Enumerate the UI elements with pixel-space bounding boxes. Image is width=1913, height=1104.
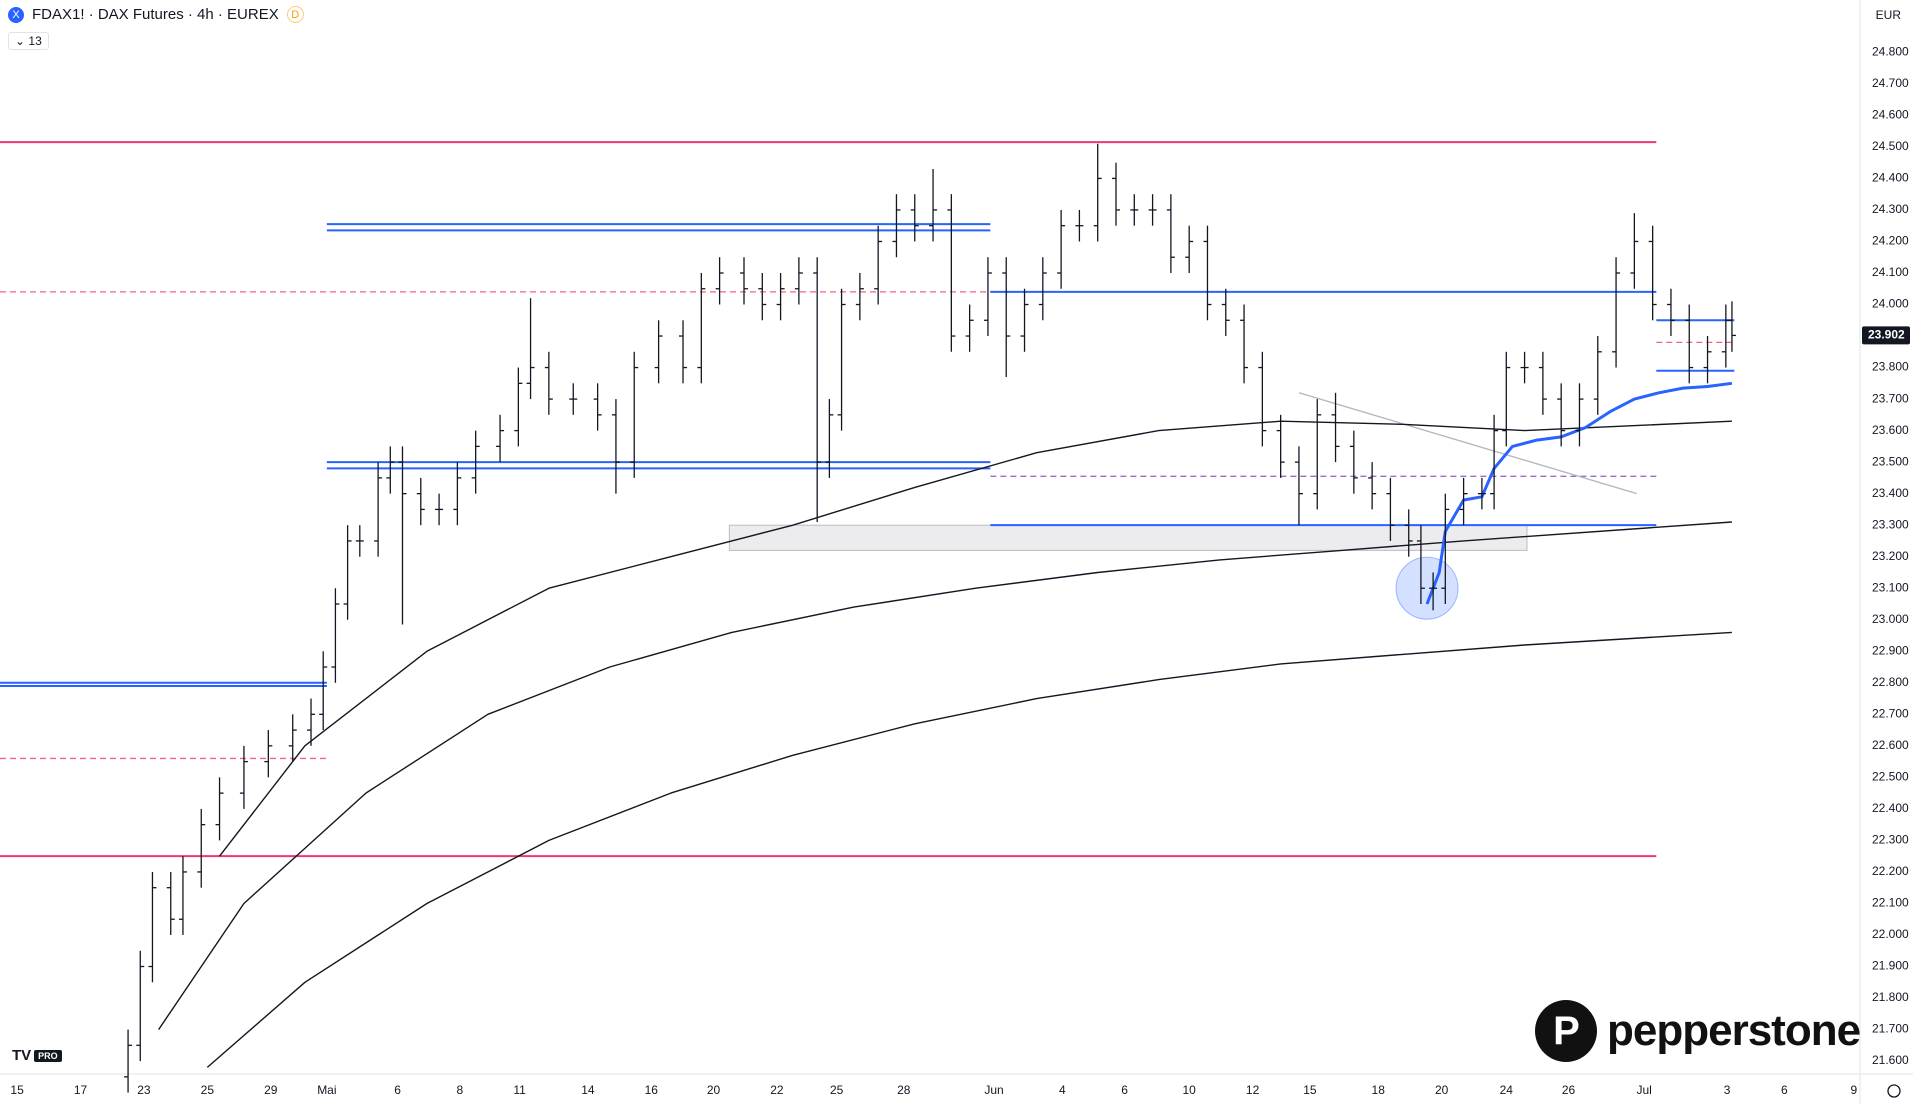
symbol-title: FDAX1! · DAX Futures · 4h · EUREX — [32, 6, 279, 23]
y-tick-label: 23.700 — [1872, 391, 1909, 405]
x-tick-label: 25 — [201, 1083, 215, 1097]
x-tick-label: 4 — [1059, 1083, 1066, 1097]
brand-mark: P — [1535, 1000, 1597, 1062]
x-tick-label: 29 — [264, 1083, 278, 1097]
x-tick-label: 6 — [1781, 1083, 1788, 1097]
plot-area — [0, 141, 1736, 1093]
status-badge: D — [286, 6, 304, 23]
zone — [728, 524, 1528, 551]
highlight — [1395, 556, 1459, 620]
currency[interactable]: EUR — [1875, 8, 1901, 22]
x-tick-label: 24 — [1500, 1083, 1514, 1097]
x-tick-label: 9 — [1851, 1083, 1858, 1097]
y-tick-label: 22.400 — [1872, 801, 1909, 815]
symbol-header[interactable]: X FDAX1! · DAX Futures · 4h · EUREX D — [8, 6, 304, 23]
indicator-line — [1425, 381, 1733, 605]
tv-pro: PRO — [34, 1049, 62, 1062]
y-tick-label: 24.500 — [1872, 139, 1909, 153]
x-tick-label: 26 — [1562, 1083, 1576, 1097]
x-tick-label: 15 — [1303, 1083, 1317, 1097]
y-tick-label: 23.100 — [1872, 580, 1909, 594]
y-tick-label: 22.800 — [1872, 675, 1909, 689]
indicator-line — [218, 420, 1732, 857]
x-tick-label: 3 — [1724, 1083, 1731, 1097]
y-tick-label: 23.000 — [1872, 612, 1909, 626]
x-tick-label: Jun — [984, 1083, 1003, 1097]
y-tick-label: 22.500 — [1872, 770, 1909, 784]
y-tick-label: 23.500 — [1872, 454, 1909, 468]
tv-logo: TV PRO — [12, 1047, 62, 1064]
indicator-line — [158, 521, 1732, 1030]
x-tick-label: Mai — [317, 1083, 336, 1097]
y-tick-label: 24.600 — [1872, 108, 1909, 122]
last-price-box — [1862, 326, 1910, 345]
y-tick-label: 21.900 — [1872, 959, 1909, 973]
y-tick-label: 23.300 — [1872, 517, 1909, 531]
y-tick-label: 21.700 — [1872, 1022, 1909, 1036]
x-tick-label: 8 — [456, 1083, 463, 1097]
y-tick-label: 22.000 — [1872, 927, 1909, 941]
x-tick-label: 20 — [1435, 1083, 1449, 1097]
indicator-line — [206, 631, 1732, 1068]
y-tick-label: 21.800 — [1872, 990, 1909, 1004]
y-tick-label: 23.600 — [1872, 423, 1909, 437]
y-tick-label: 24.800 — [1872, 45, 1909, 59]
y-tick-label: 22.300 — [1872, 833, 1909, 847]
y-tick-label: 24.200 — [1872, 234, 1909, 248]
y-tick-label: 23.400 — [1872, 486, 1909, 500]
x-tick-label: 22 — [770, 1083, 784, 1097]
y-tick-label: 24.400 — [1872, 171, 1909, 185]
y-tick-label: 24.700 — [1872, 76, 1909, 90]
indicator-count: 13 — [28, 34, 42, 48]
brand-name: pepperstone — [1607, 1006, 1861, 1055]
y-tick-label: 22.600 — [1872, 738, 1909, 752]
y-tick-label: 22.200 — [1872, 864, 1909, 878]
indicator-toggle[interactable]: ⌄ 13 — [8, 32, 49, 50]
y-tick-label: 22.100 — [1872, 896, 1909, 910]
x-tick-label: 28 — [897, 1083, 911, 1097]
symbol-icon: X — [8, 6, 24, 23]
x-tick-label: 25 — [830, 1083, 844, 1097]
y-tick-label: 23.800 — [1872, 360, 1909, 374]
trend-line — [1298, 392, 1637, 495]
y-tick-label: 23.200 — [1872, 549, 1909, 563]
x-tick-label: 12 — [1246, 1083, 1260, 1097]
x-tick-label: 17 — [74, 1083, 88, 1097]
y-tick-label: 21.600 — [1872, 1053, 1909, 1067]
y-tick-label: 24.300 — [1872, 202, 1909, 216]
y-tick-label: 22.700 — [1872, 706, 1909, 720]
x-tick-label: 23 — [137, 1083, 151, 1097]
last-price-label: 23.902 — [1868, 328, 1905, 342]
x-tick-label: 18 — [1372, 1083, 1386, 1097]
x-tick-label: 16 — [645, 1083, 659, 1097]
x-tick-label: 14 — [581, 1083, 595, 1097]
x-tick-label: 11 — [513, 1083, 526, 1097]
settings-icon[interactable] — [1887, 1084, 1901, 1098]
y-tick-label: 22.900 — [1872, 643, 1909, 657]
x-tick-label: Jul — [1636, 1083, 1651, 1097]
axes: 21.600 21.700 21.800 21.900 22.000 22.100 22.2… — [10, 45, 1910, 1097]
x-tick-label: 15 — [10, 1083, 24, 1097]
x-tick-label: 10 — [1183, 1083, 1197, 1097]
x-tick-label: 6 — [1121, 1083, 1128, 1097]
x-tick-label: 20 — [707, 1083, 721, 1097]
x-tick-label: 6 — [394, 1083, 401, 1097]
y-tick-label: 24.100 — [1872, 265, 1909, 279]
y-tick-label: 24.000 — [1872, 297, 1909, 311]
